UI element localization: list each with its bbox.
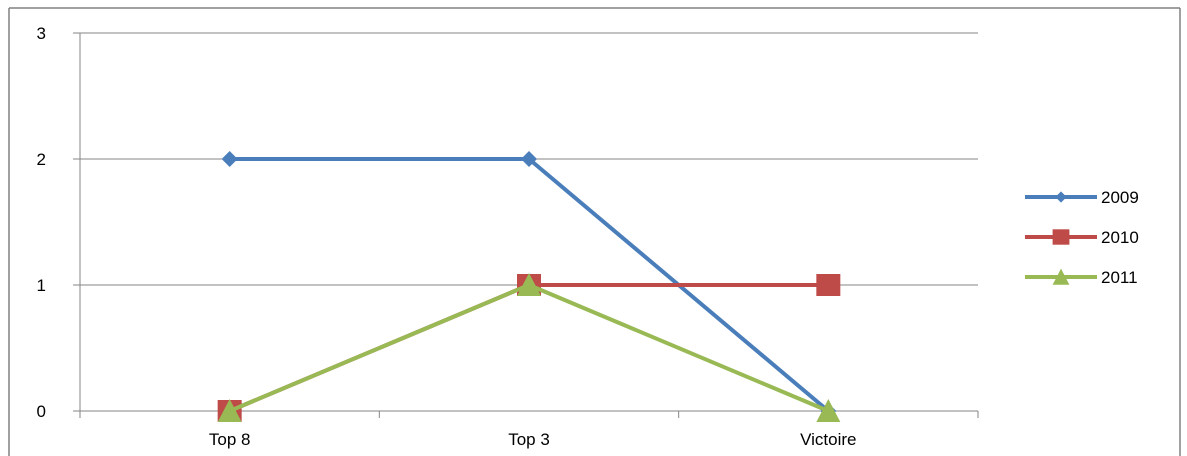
legend-label: 2011 [1101, 268, 1138, 287]
y-tick-label: 1 [37, 276, 46, 295]
legend-label: 2009 [1101, 188, 1139, 207]
legend-swatch-marker [1052, 229, 1070, 245]
legend-entry-2010: 2010 [1025, 228, 1139, 247]
x-tick-label: Top 8 [209, 430, 251, 449]
y-axis-ticks: 0 1 2 3 [37, 24, 80, 421]
data-point-2009-top-8 [221, 151, 238, 167]
data-point-2010-victoire [816, 274, 841, 296]
x-axis-ticks: Top 8 Top 3 Victoire [79, 411, 979, 449]
x-tick-label: Top 3 [508, 430, 550, 449]
y-tick-label: 3 [37, 24, 46, 43]
y-tick-label: 2 [37, 150, 46, 169]
legend-label: 2010 [1101, 228, 1139, 247]
x-tick-label: Victoire [800, 430, 856, 449]
series-2011 [217, 273, 841, 422]
data-point-2011-top-3 [517, 273, 541, 296]
legend-entry-2011: 2011 [1025, 268, 1138, 287]
series-layer [217, 151, 841, 422]
legend-swatch-marker [1052, 268, 1070, 285]
data-point-2011-top-8 [217, 399, 242, 422]
y-tick-label: 0 [37, 402, 46, 421]
data-point-2009-top-3 [521, 151, 537, 167]
data-point-2011-victoire [816, 399, 841, 422]
